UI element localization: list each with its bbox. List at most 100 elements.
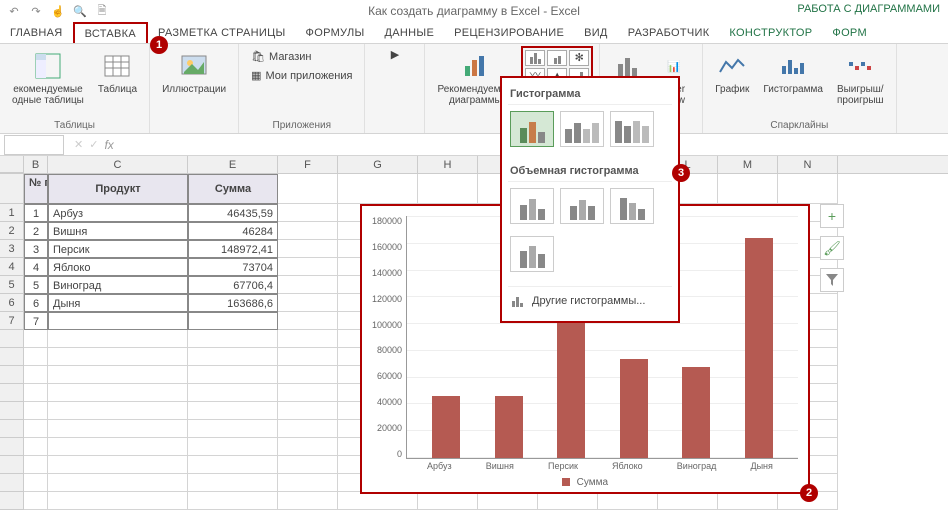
cell[interactable] [278, 366, 338, 384]
store-button[interactable]: 🛍 Магазин [247, 48, 356, 65]
cell[interactable] [48, 474, 188, 492]
cell[interactable] [278, 384, 338, 402]
cell[interactable] [48, 348, 188, 366]
cell-product[interactable]: Яблоко [48, 258, 188, 276]
cell-product[interactable]: Арбуз [48, 204, 188, 222]
pivot-recommended-button[interactable]: екомендуемые одные таблицы [8, 48, 88, 108]
tab-formulas[interactable]: ФОРМУЛЫ [296, 22, 375, 43]
chart-filters-button[interactable] [820, 268, 844, 292]
cell[interactable] [188, 384, 278, 402]
chart-styles-button[interactable]: 🖌 [820, 236, 844, 260]
cell[interactable] [338, 174, 418, 204]
col-header-M[interactable]: M [718, 156, 778, 173]
chart-type-thumb[interactable] [510, 111, 554, 147]
chart-type-thumb[interactable] [610, 111, 654, 147]
cell[interactable] [418, 492, 478, 510]
cell[interactable] [48, 492, 188, 510]
preview-icon[interactable]: 🔍 [72, 3, 88, 19]
bar-chart-button[interactable] [547, 50, 567, 66]
name-box[interactable] [4, 135, 64, 155]
col-header-F[interactable]: F [278, 156, 338, 173]
cell[interactable] [188, 348, 278, 366]
column-chart-button[interactable] [525, 50, 545, 66]
cell[interactable] [24, 384, 48, 402]
row-header[interactable]: 6 [0, 294, 24, 312]
row-header[interactable] [0, 330, 24, 348]
cell[interactable] [278, 276, 338, 294]
cell[interactable] [718, 492, 778, 510]
cell[interactable] [278, 420, 338, 438]
cell-npp[interactable]: 5 [24, 276, 48, 294]
cell[interactable] [278, 330, 338, 348]
cell-npp[interactable]: 6 [24, 294, 48, 312]
cell[interactable] [24, 348, 48, 366]
tab-insert[interactable]: ВСТАВКА [73, 22, 148, 43]
cell[interactable] [658, 492, 718, 510]
cancel-formula-icon[interactable]: ✕ [74, 138, 83, 151]
tab-review[interactable]: РЕЦЕНЗИРОВАНИЕ [444, 22, 574, 43]
cell[interactable] [48, 438, 188, 456]
sparkline-column-button[interactable]: Гистограмма [759, 48, 827, 97]
cell[interactable] [188, 366, 278, 384]
row-header[interactable] [0, 348, 24, 366]
col-header-G[interactable]: G [338, 156, 418, 173]
chart-elements-button[interactable]: + [820, 204, 844, 228]
cell-sum[interactable]: 148972,41 [188, 240, 278, 258]
cell[interactable] [188, 456, 278, 474]
chart-type-thumb[interactable] [510, 236, 554, 272]
cell[interactable] [188, 330, 278, 348]
row-header[interactable] [0, 474, 24, 492]
cell[interactable] [418, 174, 478, 204]
cell[interactable] [538, 492, 598, 510]
cell[interactable] [278, 474, 338, 492]
row-header[interactable]: 3 [0, 240, 24, 258]
row-header[interactable] [0, 384, 24, 402]
chart-type-thumb[interactable] [510, 188, 554, 224]
cell[interactable] [278, 222, 338, 240]
cell[interactable] [188, 474, 278, 492]
cell-npp[interactable]: 3 [24, 240, 48, 258]
chart-type-thumb[interactable] [610, 188, 654, 224]
row-header[interactable]: 2 [0, 222, 24, 240]
tab-chart-format[interactable]: ФОРМ [822, 22, 877, 43]
row-header[interactable] [0, 402, 24, 420]
cell[interactable] [278, 258, 338, 276]
cell[interactable] [48, 366, 188, 384]
cell-product[interactable]: Виноград [48, 276, 188, 294]
cell[interactable] [48, 384, 188, 402]
row-header[interactable]: 5 [0, 276, 24, 294]
cell[interactable] [278, 492, 338, 510]
my-apps-button[interactable]: ▦ Мои приложения [247, 67, 356, 84]
cell-sum[interactable]: 67706,4 [188, 276, 278, 294]
chart-bar[interactable] [682, 367, 710, 458]
cell[interactable] [278, 174, 338, 204]
cell[interactable] [188, 402, 278, 420]
chart-bar[interactable] [432, 396, 460, 458]
row-header[interactable] [0, 438, 24, 456]
cell[interactable] [598, 492, 658, 510]
more-histograms-link[interactable]: Другие гистограммы... [508, 286, 672, 315]
row-header-blank[interactable] [0, 174, 24, 204]
tab-view[interactable]: ВИД [574, 22, 618, 43]
tab-developer[interactable]: РАЗРАБОТЧИК [618, 22, 720, 43]
cell[interactable] [278, 456, 338, 474]
print-icon[interactable]: 🗎 [94, 3, 110, 19]
cell[interactable] [24, 456, 48, 474]
worksheet-grid[interactable]: BCEFGHIJKLMN № п/пПродуктСумма11Арбуз464… [0, 156, 948, 523]
cell-product[interactable]: Персик [48, 240, 188, 258]
cell[interactable] [24, 330, 48, 348]
chart-type-thumb[interactable] [560, 111, 604, 147]
row-header[interactable]: 7 [0, 312, 24, 330]
cell[interactable] [278, 312, 338, 330]
cell-sum[interactable]: 73704 [188, 258, 278, 276]
cell-sum[interactable] [188, 312, 278, 330]
cell[interactable] [48, 456, 188, 474]
cell[interactable] [24, 474, 48, 492]
scatter-chart-button[interactable]: ✻ [569, 50, 589, 66]
cell-sum[interactable]: 46284 [188, 222, 278, 240]
cell-npp[interactable]: 1 [24, 204, 48, 222]
cell[interactable] [778, 174, 838, 204]
redo-icon[interactable]: ↷ [28, 3, 44, 19]
table-button[interactable]: Таблица [94, 48, 141, 97]
col-header-N[interactable]: N [778, 156, 838, 173]
